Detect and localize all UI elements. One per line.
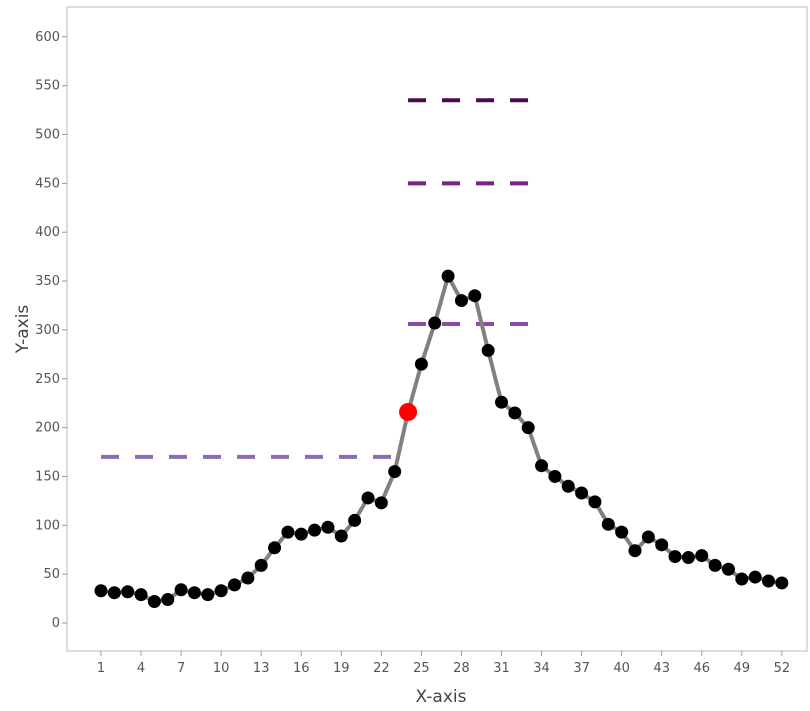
data-point [241, 571, 255, 585]
y-tick-label: 300 [35, 323, 60, 338]
data-point [775, 576, 789, 590]
data-point [521, 421, 535, 435]
x-tick-label: 25 [413, 661, 430, 676]
data-point [228, 578, 241, 592]
data-point [655, 538, 669, 552]
data-point [147, 595, 161, 609]
data-point [681, 551, 695, 565]
data-point [268, 541, 282, 555]
y-tick-label: 200 [35, 421, 60, 436]
data-point [361, 491, 375, 505]
data-point [201, 588, 215, 602]
data-point [601, 517, 615, 531]
plot-area-frame [66, 6, 808, 652]
y-tick-label: 500 [35, 128, 60, 143]
y-tick-label: 100 [35, 518, 60, 533]
data-point [321, 520, 335, 534]
data-point [548, 469, 562, 483]
x-tick-label: 52 [774, 661, 791, 676]
data-point [481, 343, 495, 357]
data-point [187, 586, 201, 600]
data-point [468, 289, 482, 303]
x-tick-label: 16 [293, 661, 310, 676]
data-point [374, 496, 388, 510]
data-point [308, 523, 322, 537]
x-tick-label: 1 [97, 661, 105, 676]
y-tick-label: 0 [52, 616, 60, 631]
data-point [214, 584, 228, 598]
data-point [428, 316, 442, 330]
data-point [628, 544, 642, 558]
x-axis-title: X-axis [416, 687, 467, 707]
x-tick-label: 46 [693, 661, 710, 676]
data-point [441, 269, 455, 283]
data-point [161, 593, 175, 607]
data-point [454, 294, 468, 308]
y-tick-label: 600 [35, 30, 60, 45]
data-point [414, 357, 428, 371]
x-tick-label: 10 [213, 661, 230, 676]
data-point [588, 495, 602, 509]
data-point [561, 479, 575, 493]
data-point [575, 486, 589, 500]
data-point [254, 558, 268, 572]
data-point [721, 562, 735, 576]
data-point [762, 574, 775, 588]
data-point [641, 530, 655, 544]
data-point [134, 588, 148, 602]
y-axis-ticks: 0 50 100 150 200 250 300 350 400 450 500 550 600 [35, 30, 67, 631]
x-tick-label: 34 [533, 661, 550, 676]
data-point [121, 585, 135, 599]
data-point [334, 529, 348, 543]
x-tick-label: 37 [573, 661, 590, 676]
x-tick-label: 13 [253, 661, 270, 676]
data-point [388, 465, 402, 479]
x-tick-label: 19 [333, 661, 350, 676]
x-tick-label: 49 [734, 661, 751, 676]
data-point [495, 395, 508, 409]
data-point [348, 513, 362, 527]
data-point [174, 583, 188, 597]
data-point [695, 549, 709, 563]
series-layer [94, 269, 789, 609]
x-tick-label: 43 [653, 661, 670, 676]
data-point [535, 459, 549, 473]
x-tick-label: 40 [613, 661, 630, 676]
data-point [508, 406, 522, 420]
y-tick-label: 550 [35, 79, 60, 94]
y-tick-label: 150 [35, 469, 60, 484]
x-tick-label: 31 [493, 661, 510, 676]
data-point [107, 586, 121, 600]
y-tick-label: 50 [43, 567, 60, 582]
x-tick-label: 28 [453, 661, 470, 676]
y-tick-label: 250 [35, 372, 60, 387]
y-axis-title: Y-axis [13, 305, 33, 355]
x-axis-ticks: 1 4 7 10 13 16 19 22 25 28 31 34 37 40 43 46 49 52 [97, 651, 790, 676]
data-point [294, 527, 308, 541]
y-tick-label: 350 [35, 274, 60, 289]
data-point [94, 584, 108, 598]
data-point [748, 570, 762, 584]
y-tick-label: 450 [35, 176, 60, 191]
data-point [708, 558, 722, 572]
reference-lines [101, 98, 529, 459]
x-tick-label: 22 [373, 661, 390, 676]
data-point [281, 525, 295, 539]
data-point [615, 525, 629, 539]
highlight-point [399, 402, 418, 421]
x-tick-label: 4 [137, 661, 145, 676]
data-point [735, 572, 749, 586]
data-point [668, 550, 682, 564]
x-tick-label: 7 [177, 661, 185, 676]
series-line [100, 274, 783, 604]
y-tick-label: 400 [35, 225, 60, 240]
